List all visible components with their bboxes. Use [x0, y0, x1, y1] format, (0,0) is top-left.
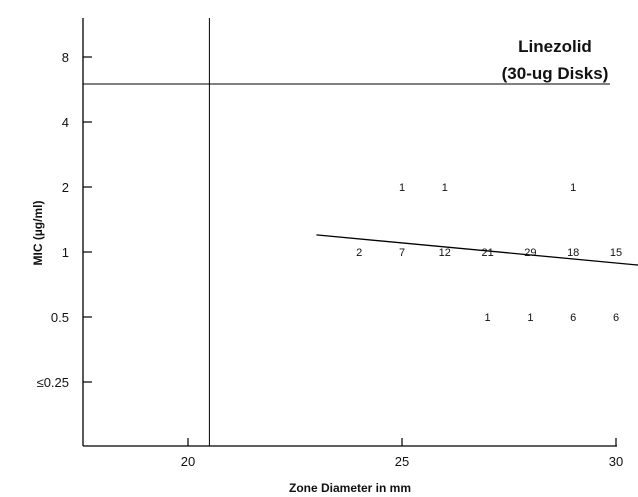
y-tick-label: 4	[62, 115, 69, 130]
chart-subtitle: (30-ug Disks)	[502, 64, 609, 83]
count-label: 1	[527, 312, 533, 324]
count-label: 1	[399, 182, 405, 194]
x-tick-label: 25	[395, 454, 409, 469]
count-label: 7	[399, 247, 405, 259]
count-label: 1	[442, 182, 448, 194]
y-tick-label: 1	[62, 245, 69, 260]
x-ticks: 1520253035≥40	[181, 438, 623, 469]
y-tick-label: 2	[62, 180, 69, 195]
x-axis-label: Zone Diameter in mm	[289, 481, 411, 495]
count-label: 15	[610, 247, 622, 259]
count-label: 6	[570, 312, 576, 324]
count-label: 21	[481, 247, 493, 259]
y-tick-label: ≤0.25	[37, 375, 69, 390]
count-label: 2	[356, 247, 362, 259]
count-label: 18	[567, 247, 579, 259]
x-tick-label: 30	[609, 454, 623, 469]
chart-title: Linezolid	[518, 37, 592, 56]
y-ticks: ≥1684210.5≤0.25	[37, 50, 92, 390]
count-label: 1	[485, 312, 491, 324]
x-tick-label: 20	[181, 454, 195, 469]
y-tick-label: 8	[62, 50, 69, 65]
y-axis-label: MIC (µg/ml)	[31, 201, 45, 266]
count-label: 6	[613, 312, 619, 324]
count-label: 12	[439, 247, 451, 259]
y-tick-label: 0.5	[51, 310, 69, 325]
count-labels: 1112712212918151514105221116645326251121	[356, 182, 622, 324]
regression-line	[316, 234, 638, 266]
count-label: 1	[570, 182, 576, 194]
count-label: 29	[524, 247, 536, 259]
